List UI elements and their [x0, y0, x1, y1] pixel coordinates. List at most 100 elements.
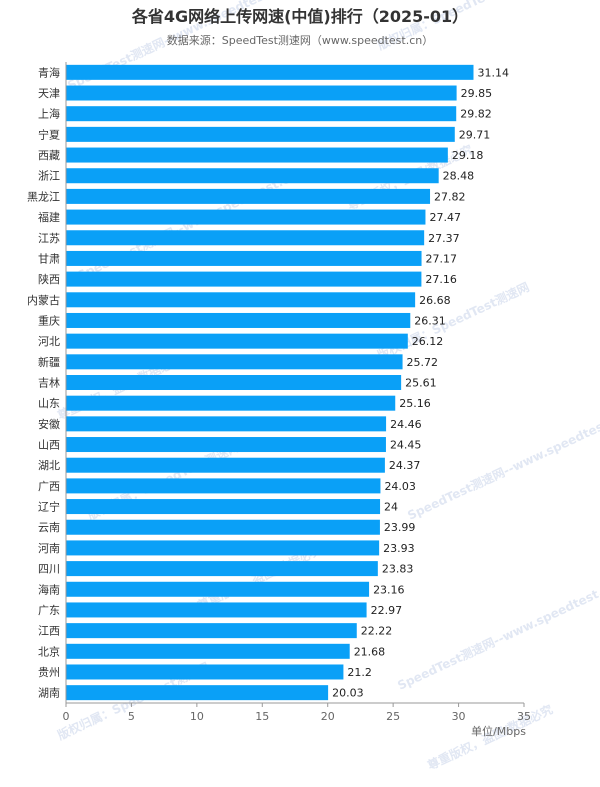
x-tick-label: 15: [255, 710, 269, 723]
x-tick-label: 25: [386, 710, 400, 723]
bar: [66, 561, 378, 577]
bar: [66, 230, 425, 246]
x-tick-label: 35: [517, 710, 531, 723]
category-label: 江苏: [38, 232, 60, 245]
bar: [66, 209, 426, 225]
value-label: 29.85: [461, 87, 493, 100]
category-label: 山东: [38, 397, 60, 410]
value-label: 23.16: [373, 583, 405, 596]
category-label: 天津: [38, 87, 60, 100]
value-label: 31.14: [477, 66, 509, 79]
x-tick-label: 0: [63, 710, 70, 723]
category-label: 辽宁: [38, 500, 60, 514]
category-labels: 青海天津上海宁夏西藏浙江黑龙江福建江苏甘肃陕西内蒙古重庆河北新疆吉林山东安徽山西…: [27, 65, 60, 699]
chart-title: 各省4G网络上传网速(中值)排行（2025-01）: [131, 7, 468, 26]
category-label: 浙江: [38, 170, 60, 183]
category-label: 广东: [38, 604, 60, 617]
bar: [66, 375, 402, 390]
value-label: 23.83: [382, 563, 414, 576]
value-label: 29.71: [459, 128, 491, 141]
value-label: 25.72: [407, 356, 439, 369]
bar: [66, 437, 386, 453]
bar: [66, 499, 381, 515]
category-label: 上海: [38, 107, 60, 121]
bar: [66, 64, 474, 80]
value-label: 24: [384, 501, 398, 514]
category-label: 黑龙江: [27, 190, 60, 203]
category-label: 广西: [38, 480, 60, 493]
x-tick-label: 20: [321, 710, 335, 723]
category-label: 河南: [38, 542, 60, 555]
category-label: 青海: [38, 65, 60, 79]
category-label: 宁夏: [38, 127, 60, 141]
category-label: 江西: [38, 625, 60, 638]
x-tick-label: 5: [128, 710, 135, 723]
value-label: 20.03: [332, 687, 364, 700]
value-label: 24.46: [390, 418, 422, 431]
bar: [66, 457, 385, 473]
bar: [66, 519, 380, 535]
bar: [66, 106, 457, 122]
bar: [66, 623, 357, 639]
category-label: 内蒙古: [27, 293, 60, 307]
value-label: 29.82: [460, 108, 492, 121]
watermark-text: SpeedTest测速网--www.speedtest.cn: [405, 408, 600, 523]
category-label: 山西: [38, 439, 60, 452]
bar: [66, 643, 350, 659]
bar: [66, 126, 455, 142]
value-label: 27.82: [434, 190, 466, 203]
bar: [66, 292, 416, 308]
value-label: 23.99: [384, 521, 416, 534]
category-label: 云南: [38, 521, 60, 534]
bar: [66, 312, 411, 328]
value-label: 26.68: [419, 294, 451, 307]
category-label: 新疆: [38, 355, 60, 369]
x-tick-label: 30: [452, 710, 466, 723]
value-label: 21.68: [354, 645, 386, 658]
category-label: 福建: [38, 210, 60, 224]
value-label: 27.16: [425, 273, 457, 286]
bar: [66, 147, 448, 163]
category-label: 海南: [38, 582, 60, 596]
category-label: 安徽: [38, 417, 60, 431]
value-label: 22.97: [371, 604, 403, 617]
bar: [66, 685, 329, 701]
value-label: 24.37: [389, 459, 421, 472]
bar: [66, 85, 457, 101]
value-label: 27.47: [429, 211, 461, 224]
value-label: 23.93: [383, 542, 415, 555]
value-label: 25.61: [405, 377, 437, 390]
category-label: 四川: [38, 563, 60, 576]
category-label: 吉林: [38, 376, 60, 390]
value-label: 26.31: [414, 314, 446, 327]
bar: [66, 602, 367, 618]
category-label: 河北: [38, 335, 60, 348]
bar: [66, 354, 403, 370]
x-tick-label: 10: [190, 710, 204, 723]
value-label: 25.16: [399, 397, 431, 410]
bars-layer: [66, 64, 474, 701]
category-label: 甘肃: [38, 252, 60, 265]
value-label: 26.12: [412, 335, 444, 348]
category-label: 陕西: [38, 272, 60, 286]
category-label: 北京: [38, 644, 60, 658]
x-axis-unit-label: 单位/Mbps: [471, 724, 526, 738]
value-label: 24.03: [384, 480, 416, 493]
bar: [66, 540, 380, 556]
value-label: 21.2: [347, 666, 372, 679]
value-label: 27.37: [428, 232, 460, 245]
bar: [66, 333, 408, 349]
value-label: 28.48: [443, 170, 475, 183]
bar: [66, 271, 422, 287]
watermark-text: SpeedTest测速网--www.speedtest.cn: [395, 578, 600, 693]
category-label: 重庆: [38, 313, 60, 327]
bar: [66, 395, 396, 411]
x-axis-ticks: 0 5 10 15 20 25 30 35: [63, 703, 531, 723]
category-label: 湖北: [38, 459, 60, 472]
value-label: 27.17: [426, 252, 458, 265]
value-labels: 31.14 29.85 29.82 29.71 29.18 28.48 27.82 27.47…: [332, 66, 509, 699]
chart-subtitle: 数据来源：SpeedTest测速网（www.speedtest.cn）: [167, 33, 434, 47]
bar: [66, 664, 344, 680]
bar: [66, 250, 422, 266]
